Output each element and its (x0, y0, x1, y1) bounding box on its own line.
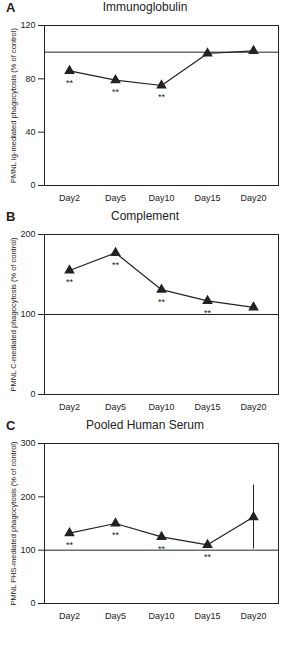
svg-text:300: 300 (20, 438, 35, 448)
svg-text:200: 200 (20, 229, 35, 239)
svg-text:**: ** (66, 277, 74, 287)
html-text:A: A (6, 0, 16, 15)
svg-text:Day15: Day15 (194, 611, 220, 621)
svg-text:**: ** (158, 544, 166, 554)
svg-text:Day2: Day2 (59, 193, 80, 203)
svg-text:0: 0 (30, 598, 35, 608)
svg-text:**: ** (158, 297, 166, 307)
svg-text:100: 100 (20, 309, 35, 319)
svg-text:**: ** (112, 530, 120, 540)
svg-text:Day10: Day10 (148, 193, 174, 203)
svg-text:Day2: Day2 (59, 611, 80, 621)
html-text:C: C (6, 418, 16, 433)
svg-text:Day5: Day5 (105, 402, 126, 412)
svg-text:100: 100 (20, 545, 35, 555)
svg-text:Day20: Day20 (240, 402, 266, 412)
svg-text:Day5: Day5 (105, 193, 126, 203)
svg-text:200: 200 (20, 492, 35, 502)
svg-text:PMNL PHS-mediated phagocytosis: PMNL PHS-mediated phagocytosis (% of con… (9, 441, 18, 605)
svg-text:**: ** (112, 87, 120, 97)
svg-text:**: ** (66, 540, 74, 550)
html-text:Complement: Complement (111, 209, 179, 223)
svg-text:120: 120 (20, 20, 35, 30)
svg-text:Day20: Day20 (240, 193, 266, 203)
svg-text:**: ** (204, 552, 212, 562)
svg-text:**: ** (66, 78, 74, 88)
html-text:B: B (6, 209, 16, 224)
html-text:Pooled Human Serum: Pooled Human Serum (86, 418, 204, 432)
svg-text:**: ** (204, 308, 212, 318)
html-text:Immunoglobulin: Immunoglobulin (102, 0, 188, 14)
svg-text:PMNL Ig-mediated phagocytosis: PMNL Ig-mediated phagocytosis (% of cont… (9, 28, 18, 183)
svg-text:Day15: Day15 (194, 402, 220, 412)
svg-text:**: ** (158, 92, 166, 102)
svg-text:Day20: Day20 (240, 611, 266, 621)
svg-text:80: 80 (25, 74, 35, 84)
svg-text:Day2: Day2 (59, 402, 80, 412)
svg-text:Day5: Day5 (105, 611, 126, 621)
svg-text:PMNL C-mediated phagocytosis (: PMNL C-mediated phagocytosis (% of contr… (9, 237, 18, 391)
svg-text:Day10: Day10 (148, 402, 174, 412)
svg-text:0: 0 (30, 180, 35, 190)
svg-text:40: 40 (25, 127, 35, 137)
svg-text:**: ** (112, 260, 120, 270)
svg-text:0: 0 (30, 389, 35, 399)
svg-text:Day15: Day15 (194, 193, 220, 203)
svg-text:Day10: Day10 (148, 611, 174, 621)
